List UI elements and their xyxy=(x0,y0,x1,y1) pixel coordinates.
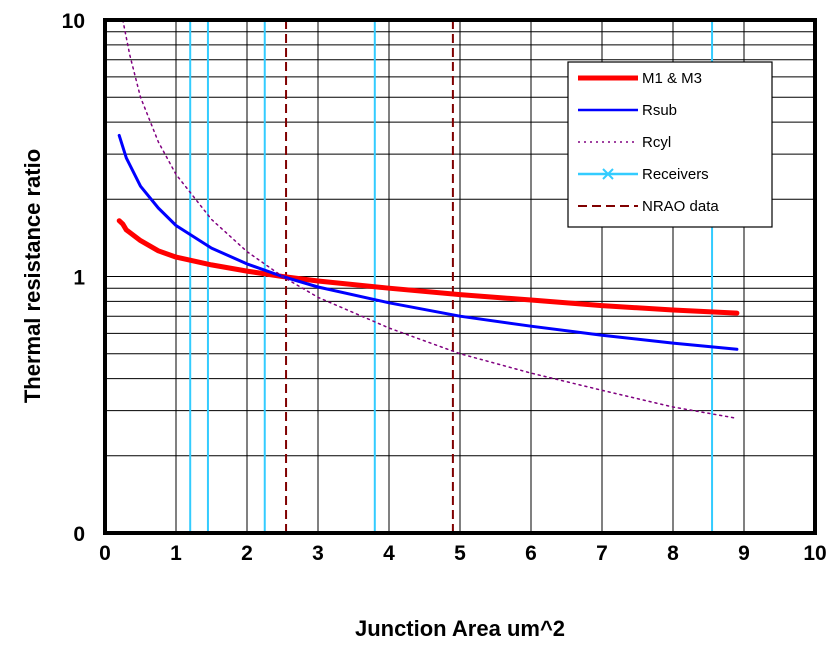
y-tick-label: 1 xyxy=(73,267,85,290)
legend-item: M1 & M3 xyxy=(578,70,702,87)
y-tick-label: 10 xyxy=(62,10,85,33)
x-tick-label: 0 xyxy=(99,542,111,565)
x-tick-labels: 0 1 2 3 4 5 6 7 8 9 10 xyxy=(99,542,827,565)
legend-item: Receivers xyxy=(578,166,709,183)
series-line-1 xyxy=(116,218,740,316)
legend-label: M1 & M3 xyxy=(642,70,702,87)
series-line-3 xyxy=(122,19,738,420)
x-tick-label: 9 xyxy=(738,542,750,565)
x-tick-label: 5 xyxy=(454,542,466,565)
x-tick-label: 1 xyxy=(170,542,182,565)
legend-item: Rsub xyxy=(578,102,677,119)
legend-box xyxy=(567,61,773,228)
x-tick-label: 4 xyxy=(383,542,395,565)
legend-label: Receivers xyxy=(642,166,709,183)
plot-frame xyxy=(103,18,817,535)
legend-label: NRAO data xyxy=(642,198,719,215)
series-lines xyxy=(116,19,740,420)
x-tick-label: 8 xyxy=(667,542,679,565)
y-tick-label: 0 xyxy=(73,523,85,546)
y-axis-title: Thermal resistance ratio xyxy=(20,149,45,403)
x-axis-title: Junction Area um^2 xyxy=(355,616,565,641)
x-tick-label: 2 xyxy=(241,542,253,565)
x-marker-icon xyxy=(602,168,614,180)
legend-label: Rcyl xyxy=(642,134,671,151)
x-tick-label: 6 xyxy=(525,542,537,565)
legend-label: Rsub xyxy=(642,102,677,119)
x-tick-label: 3 xyxy=(312,542,324,565)
legend-item: NRAO data xyxy=(578,198,719,215)
legend-item: Rcyl xyxy=(578,134,671,151)
legend: M1 & M3 Rsub Rcyl Receivers NRAO data xyxy=(567,61,773,228)
x-tick-label: 7 xyxy=(596,542,608,565)
x-tick-label: 10 xyxy=(803,542,826,565)
y-tick-labels: 0 1 10 xyxy=(62,10,86,546)
